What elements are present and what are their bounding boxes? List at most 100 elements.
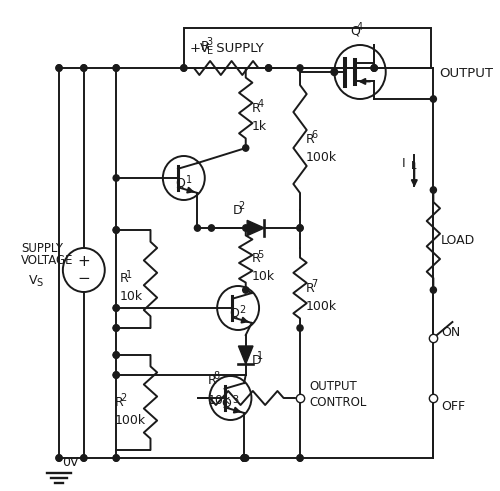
Text: VOLTAGE: VOLTAGE xyxy=(21,253,74,267)
Text: Q: Q xyxy=(230,306,239,320)
Text: Q: Q xyxy=(175,176,185,190)
Circle shape xyxy=(430,187,436,193)
Circle shape xyxy=(113,352,119,358)
Circle shape xyxy=(181,65,187,71)
Text: 2: 2 xyxy=(240,305,246,315)
Circle shape xyxy=(113,455,119,461)
Circle shape xyxy=(113,227,119,233)
Circle shape xyxy=(241,455,247,461)
Circle shape xyxy=(430,287,436,293)
Circle shape xyxy=(208,225,214,231)
Polygon shape xyxy=(247,220,264,236)
Text: +: + xyxy=(78,254,90,269)
Circle shape xyxy=(56,65,62,71)
Circle shape xyxy=(331,69,338,76)
Circle shape xyxy=(113,352,119,358)
Circle shape xyxy=(297,455,303,461)
Circle shape xyxy=(371,65,377,71)
Text: R: R xyxy=(252,252,260,266)
Text: 2: 2 xyxy=(120,393,126,403)
Text: 2: 2 xyxy=(238,201,244,211)
Text: R: R xyxy=(306,133,314,145)
Circle shape xyxy=(56,455,62,461)
Text: R: R xyxy=(114,395,123,409)
Text: 10k: 10k xyxy=(252,271,274,283)
Circle shape xyxy=(266,65,272,71)
Circle shape xyxy=(297,225,303,231)
Text: OUTPUT: OUTPUT xyxy=(439,66,493,80)
Circle shape xyxy=(194,225,200,231)
Text: R: R xyxy=(208,374,216,386)
Text: 8: 8 xyxy=(214,371,220,381)
Circle shape xyxy=(113,305,119,311)
Text: ON: ON xyxy=(441,327,460,339)
Circle shape xyxy=(81,65,87,71)
Circle shape xyxy=(113,372,119,378)
Text: Q: Q xyxy=(222,397,232,409)
Text: R: R xyxy=(252,102,260,114)
Circle shape xyxy=(297,225,303,231)
Text: L: L xyxy=(410,161,416,171)
Text: 100k: 100k xyxy=(306,151,337,164)
Text: 4: 4 xyxy=(356,22,362,32)
Text: 0V: 0V xyxy=(62,456,78,469)
Text: −: − xyxy=(78,271,90,286)
Circle shape xyxy=(241,455,247,461)
Circle shape xyxy=(81,65,87,71)
Text: OFF: OFF xyxy=(441,400,465,412)
Bar xyxy=(184,28,432,68)
Text: 7: 7 xyxy=(312,279,318,289)
Circle shape xyxy=(113,305,119,311)
Text: +V: +V xyxy=(190,42,210,55)
Text: I: I xyxy=(402,157,406,169)
Text: 6: 6 xyxy=(312,130,318,140)
Text: 10k: 10k xyxy=(120,291,143,303)
Circle shape xyxy=(241,455,247,461)
Circle shape xyxy=(81,455,87,461)
Text: 4: 4 xyxy=(258,99,264,109)
Text: SUPPLY: SUPPLY xyxy=(212,42,264,55)
Circle shape xyxy=(181,65,187,71)
Circle shape xyxy=(56,65,62,71)
Circle shape xyxy=(242,287,249,293)
Circle shape xyxy=(113,325,119,331)
Text: CONTROL: CONTROL xyxy=(310,395,367,409)
Text: 100k: 100k xyxy=(114,413,146,427)
Text: 3: 3 xyxy=(232,395,238,405)
Circle shape xyxy=(242,455,249,461)
Text: 1: 1 xyxy=(258,351,264,361)
Circle shape xyxy=(113,227,119,233)
Text: 3: 3 xyxy=(207,37,213,47)
Circle shape xyxy=(242,145,249,151)
Circle shape xyxy=(266,65,272,71)
Text: D: D xyxy=(252,354,261,366)
Polygon shape xyxy=(238,346,253,364)
Circle shape xyxy=(371,65,377,71)
Text: S: S xyxy=(36,278,43,288)
Text: D: D xyxy=(232,203,242,217)
Text: 5: 5 xyxy=(258,250,264,260)
Text: Q: Q xyxy=(350,25,360,37)
Circle shape xyxy=(113,65,119,71)
Text: R: R xyxy=(120,273,129,285)
Text: R: R xyxy=(201,39,209,53)
Text: V: V xyxy=(28,273,37,287)
Text: LOAD: LOAD xyxy=(441,234,475,246)
Text: 1: 1 xyxy=(126,270,132,280)
Text: SUPPLY: SUPPLY xyxy=(21,242,63,254)
Circle shape xyxy=(113,325,119,331)
Text: 1k: 1k xyxy=(252,119,266,133)
Circle shape xyxy=(242,225,249,231)
Text: 1: 1 xyxy=(186,175,192,185)
Circle shape xyxy=(241,455,247,461)
Circle shape xyxy=(371,65,377,71)
Circle shape xyxy=(113,455,119,461)
Circle shape xyxy=(113,175,119,181)
Circle shape xyxy=(430,96,436,102)
Circle shape xyxy=(81,455,87,461)
Text: OUTPUT: OUTPUT xyxy=(310,380,358,392)
Text: 10k: 10k xyxy=(208,393,231,407)
Circle shape xyxy=(297,65,303,71)
Circle shape xyxy=(297,325,303,331)
Text: R: R xyxy=(306,281,314,295)
